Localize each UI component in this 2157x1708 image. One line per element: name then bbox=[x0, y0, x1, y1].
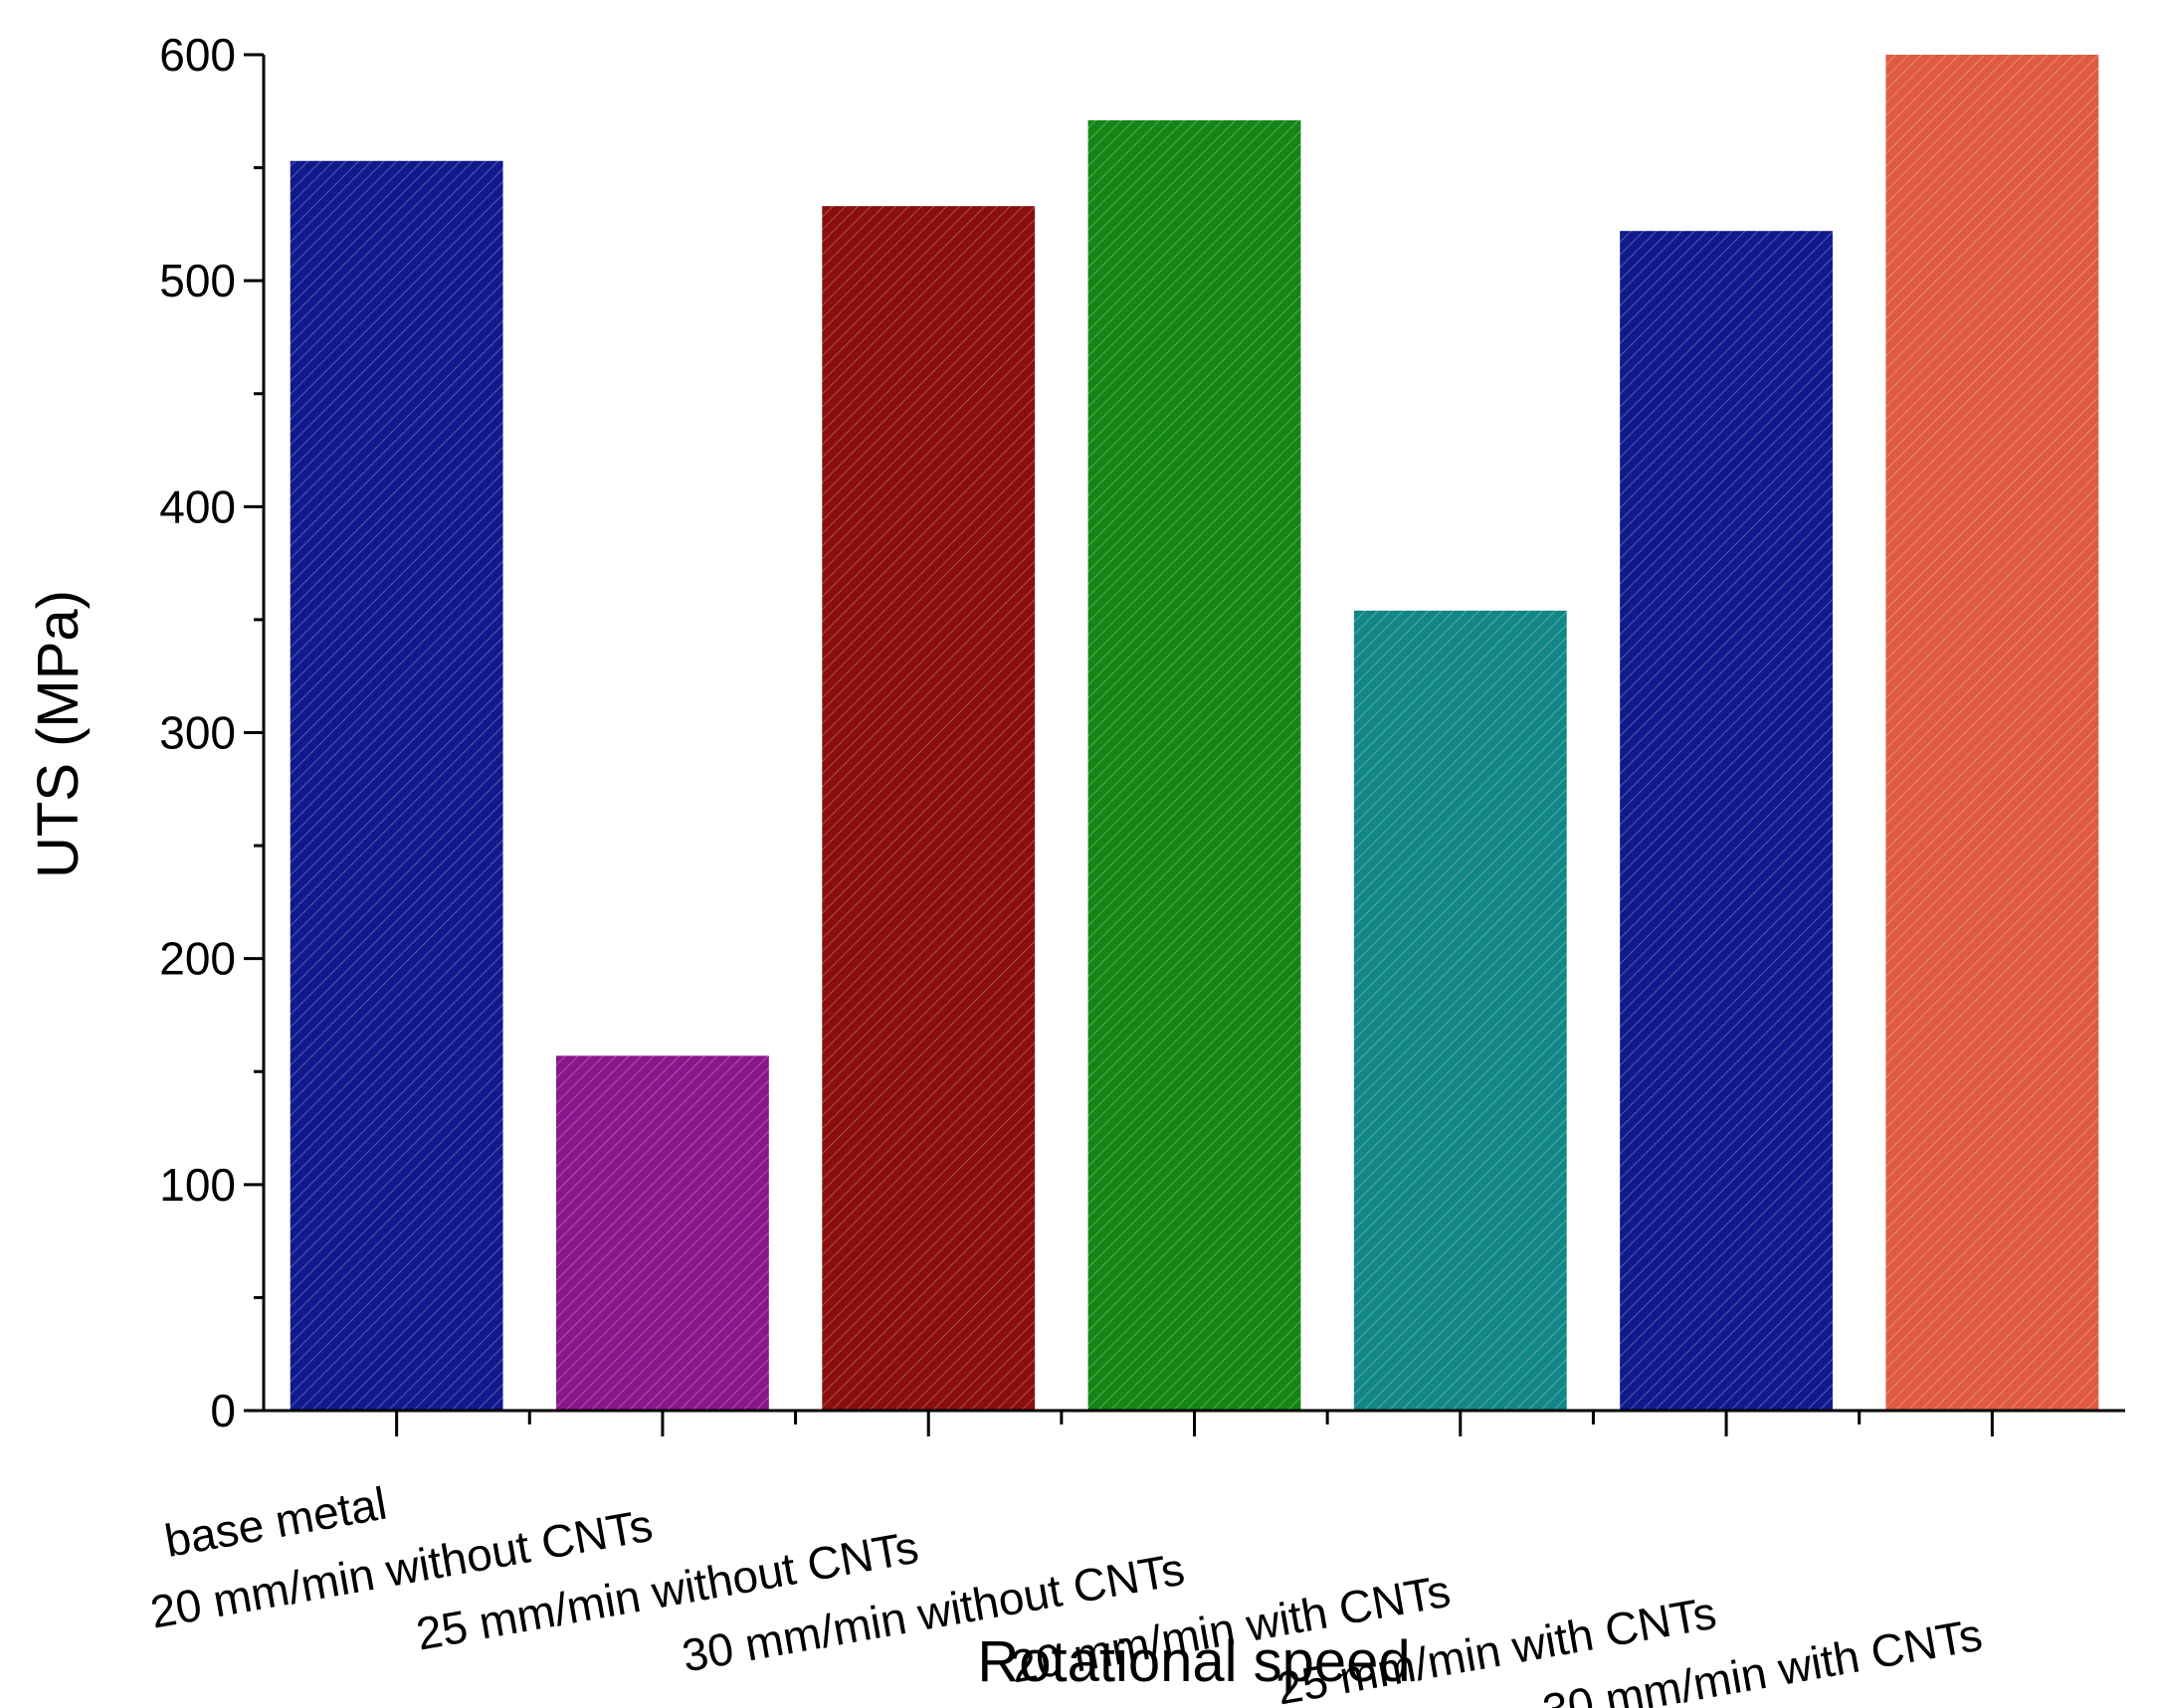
y-tick-label: 300 bbox=[159, 707, 236, 759]
y-tick-label: 400 bbox=[159, 480, 236, 532]
y-tick-label: 100 bbox=[159, 1159, 236, 1211]
bars-layer bbox=[290, 55, 2099, 1412]
bar-3 bbox=[822, 206, 1036, 1411]
bar-7 bbox=[1885, 55, 2099, 1411]
bar-4 bbox=[1087, 119, 1301, 1412]
y-tick-label: 600 bbox=[159, 29, 236, 81]
bar-1 bbox=[290, 160, 503, 1412]
y-axis-title: UTS (MPa) bbox=[26, 590, 91, 878]
bar-5 bbox=[1353, 610, 1567, 1411]
bar-6 bbox=[1620, 231, 1833, 1412]
y-tick-label: 0 bbox=[210, 1385, 236, 1436]
y-ticks: 0 100 200 300 400 500 600 bbox=[159, 29, 264, 1436]
y-tick-label: 500 bbox=[159, 255, 236, 306]
bar-2 bbox=[556, 1055, 769, 1411]
x-ticks bbox=[395, 1411, 1994, 1436]
x-axis-title: Rotational speed bbox=[977, 1629, 1410, 1694]
y-tick-label: 200 bbox=[159, 933, 236, 985]
